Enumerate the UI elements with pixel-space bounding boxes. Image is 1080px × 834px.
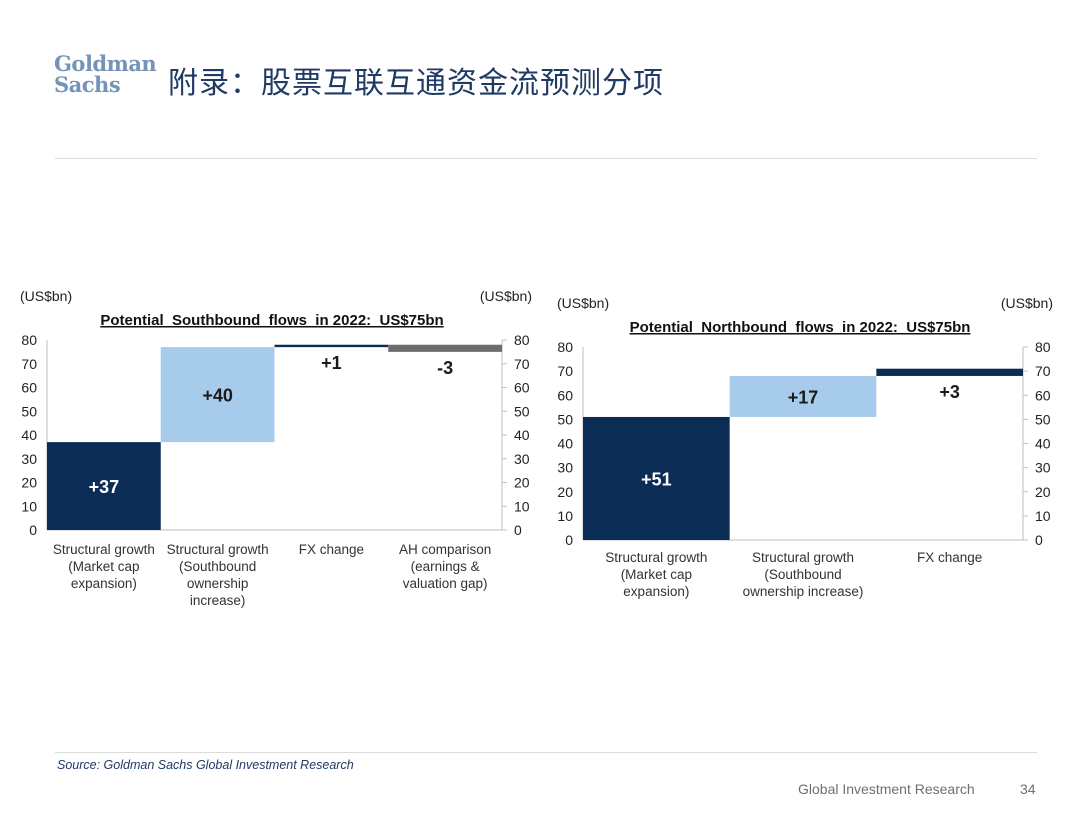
y-tick-label-right: 20 (514, 475, 530, 491)
category-label: Structural growth (167, 542, 269, 557)
y-tick-label-right: 40 (1035, 436, 1051, 452)
y-tick-label-left: 80 (557, 339, 573, 355)
y-tick-label-left: 10 (557, 508, 573, 524)
y-tick-label-left: 70 (21, 356, 37, 372)
y-tick-label-right: 80 (1035, 339, 1051, 355)
y-tick-label-left: 10 (21, 498, 37, 514)
unit-label-right: (US$bn) (1001, 295, 1053, 311)
unit-label-right: (US$bn) (480, 288, 532, 304)
header-divider (55, 158, 1037, 159)
y-tick-label-right: 30 (514, 451, 530, 467)
goldman-sachs-logo: Goldman Sachs (54, 51, 157, 97)
y-tick-label-left: 0 (29, 522, 37, 538)
category-label: Structural growth (752, 550, 854, 565)
data-label: +40 (202, 386, 233, 406)
category-label: Structural growth (605, 550, 707, 565)
category-label: (Southbound (179, 559, 256, 574)
footer-label: Global Investment Research (798, 781, 975, 797)
y-tick-label-left: 40 (21, 427, 37, 443)
waterfall-bar (876, 368, 1023, 376)
data-label: +51 (641, 469, 672, 489)
data-label: -3 (437, 358, 453, 378)
waterfall-bar (388, 344, 502, 352)
y-tick-label-right: 20 (1035, 484, 1051, 500)
southbound-waterfall-chart: 0 0 10 10 20 20 30 30 40 40 50 50 60 60 70 70 80 80 (US$bn… (20, 288, 532, 608)
data-label: +17 (788, 387, 819, 407)
northbound-waterfall-chart: 0 0 10 10 20 20 30 30 40 40 50 50 60 60 70 70 80 80 (US$bn… (557, 295, 1053, 599)
category-label: (Market cap (621, 567, 692, 582)
waterfall-bar (583, 416, 730, 540)
y-tick-label-right: 10 (514, 498, 530, 514)
waterfall-bar (274, 344, 389, 348)
y-tick-label-left: 50 (557, 411, 573, 427)
logo-line-1: Goldman (54, 51, 157, 76)
y-tick-label-right: 10 (1035, 508, 1051, 524)
y-tick-label-right: 70 (1035, 363, 1051, 379)
y-tick-label-left: 60 (21, 380, 37, 396)
y-tick-label-left: 70 (557, 363, 573, 379)
category-label: ownership increase) (743, 584, 864, 599)
y-tick-label-left: 50 (21, 403, 37, 419)
category-label: valuation gap) (403, 576, 488, 591)
page-number: 34 (1020, 781, 1036, 797)
unit-label-left: (US$bn) (20, 288, 72, 304)
y-tick-label-right: 60 (1035, 387, 1051, 403)
category-label: (earnings & (411, 559, 480, 574)
y-tick-label-right: 30 (1035, 460, 1051, 476)
y-tick-label-left: 20 (21, 475, 37, 491)
y-tick-label-right: 70 (514, 356, 530, 372)
waterfall-bar (160, 347, 275, 443)
y-tick-label-left: 20 (557, 484, 573, 500)
page-title: 附录：股票互联互通资金流预测分项 (168, 66, 664, 101)
waterfall-bar (729, 375, 877, 417)
y-tick-label-left: 60 (557, 387, 573, 403)
data-label: +1 (321, 353, 342, 373)
y-tick-label-right: 50 (514, 403, 530, 419)
category-label: Structural growth (53, 542, 155, 557)
y-tick-label-right: 0 (514, 522, 522, 538)
category-label: increase) (190, 593, 246, 608)
data-label: +3 (939, 382, 960, 402)
y-tick-label-right: 50 (1035, 411, 1051, 427)
category-label: (Southbound (764, 567, 841, 582)
y-tick-label-left: 0 (565, 532, 573, 548)
y-tick-label-right: 60 (514, 380, 530, 396)
category-label: (Market cap (68, 559, 139, 574)
y-tick-label-right: 0 (1035, 532, 1043, 548)
source-note: Source: Goldman Sachs Global Investment … (57, 758, 354, 772)
chart-title: Potential Southbound flows in 2022: US$7… (100, 312, 443, 329)
category-label: FX change (299, 542, 364, 557)
data-label: +37 (89, 477, 120, 497)
logo-line-2: Sachs (54, 72, 121, 97)
footer-divider (55, 752, 1037, 753)
y-tick-label-right: 40 (514, 427, 530, 443)
category-label: ownership (187, 576, 249, 591)
waterfall-bar (47, 442, 161, 530)
chart-title: Potential Northbound flows in 2022: US$7… (630, 319, 971, 336)
y-tick-label-left: 40 (557, 436, 573, 452)
category-label: expansion) (71, 576, 137, 591)
y-tick-label-right: 80 (514, 332, 530, 348)
category-label: FX change (917, 550, 982, 565)
unit-label-left: (US$bn) (557, 295, 609, 311)
y-tick-label-left: 30 (557, 460, 573, 476)
category-label: expansion) (623, 584, 689, 599)
y-tick-label-left: 30 (21, 451, 37, 467)
category-label: AH comparison (399, 542, 491, 557)
y-tick-label-left: 80 (21, 332, 37, 348)
